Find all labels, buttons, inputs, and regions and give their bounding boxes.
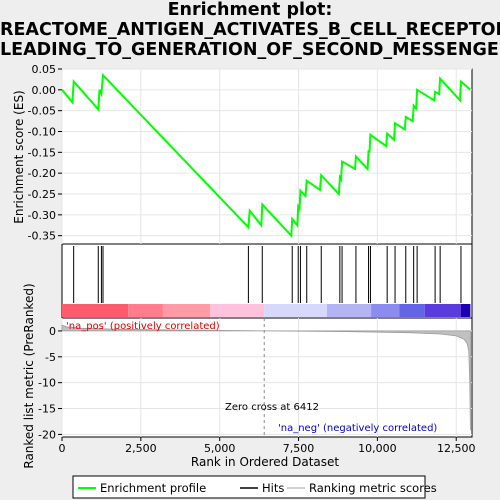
color-bar-segment (128, 304, 163, 317)
es-y-axis-label: Enrichment score (ES) (12, 90, 26, 223)
es-y-tick-label: -0.20 (28, 167, 56, 180)
es-grid (61, 68, 472, 244)
color-bar-segment (326, 304, 372, 317)
metric-y-tick-label: -15 (38, 403, 56, 416)
es-y-tick-label: -0.30 (28, 209, 56, 222)
enrichment-profile-line (61, 72, 472, 239)
x-tick-label: 5,000 (204, 442, 236, 455)
x-tick-label: 10,000 (358, 442, 397, 455)
color-bar-segment (210, 304, 265, 317)
ranking-metric-area (61, 324, 471, 431)
x-tick-label: 12,500 (437, 442, 476, 455)
title-line-2: REACTOME_ANTIGEN_ACTIVATES_B_CELL_RECEPT… (0, 20, 500, 40)
color-bar-segment (371, 304, 400, 317)
es-y-tick-label: 0.05 (32, 63, 57, 76)
metric-y-tick-label: -20 (38, 428, 56, 441)
legend-label-hits: Hits (262, 481, 284, 495)
color-bar-segment (162, 304, 211, 317)
metric-panel (61, 317, 473, 438)
hits-layer (73, 246, 462, 303)
title-line-1: Enrichment plot: (167, 0, 333, 20)
color-bar-segment (460, 304, 471, 317)
chart-title: Enrichment plot: REACTOME_ANTIGEN_ACTIVA… (0, 0, 500, 60)
x-tick-label: 7,500 (283, 442, 315, 455)
color-bar (62, 304, 471, 317)
metric-y-tick-label: 0 (49, 325, 56, 338)
legend-label-enrichment: Enrichment profile (100, 481, 206, 495)
metric-y-axis-label: Ranked list metric (PreRanked) (22, 283, 36, 468)
legend-box (72, 475, 426, 499)
es-y-tick-label: -0.35 (28, 230, 56, 243)
title-line-3: LEADING_TO_GENERATION_OF_SECOND_MESSENGE… (0, 40, 500, 60)
color-bar-segment (62, 304, 129, 317)
es-y-tick-label: -0.25 (28, 188, 56, 201)
es-y-tick-label: 0.00 (32, 84, 57, 97)
x-tick-label: 0 (59, 442, 66, 455)
metric-y-tick-label: -5 (45, 351, 56, 364)
color-bar-segment (399, 304, 425, 317)
color-bar-segment (424, 304, 461, 317)
x-tick-label: 2,500 (125, 442, 157, 455)
es-y-tick-label: -0.05 (28, 105, 56, 118)
neg-label: 'na_neg' (negatively correlated) (278, 423, 437, 434)
es-y-tick-label: -0.10 (28, 126, 56, 139)
zero-cross-label: Zero cross at 6412 (225, 402, 319, 413)
legend-label-metric: Ranking metric scores (309, 481, 437, 495)
metric-layer (61, 318, 471, 437)
color-bar-segment (264, 304, 327, 317)
x-axis-label: Rank in Ordered Dataset (191, 455, 339, 469)
es-y-tick-label: -0.15 (28, 146, 56, 159)
es-y-ticks: -0.35 -0.30 -0.25 -0.20 -0.15 -0.10 -0.05 0.00 0… (28, 63, 62, 243)
metric-y-ticks: 0 -5 -10 -15 -20 (38, 325, 62, 441)
x-ticks: 0 2,500 5,000 7,500 10,000 12,500 (59, 437, 476, 455)
pos-label: 'na_pos' (positively correlated) (66, 321, 220, 332)
metric-y-tick-label: -10 (38, 377, 56, 390)
es-layer (61, 72, 472, 239)
